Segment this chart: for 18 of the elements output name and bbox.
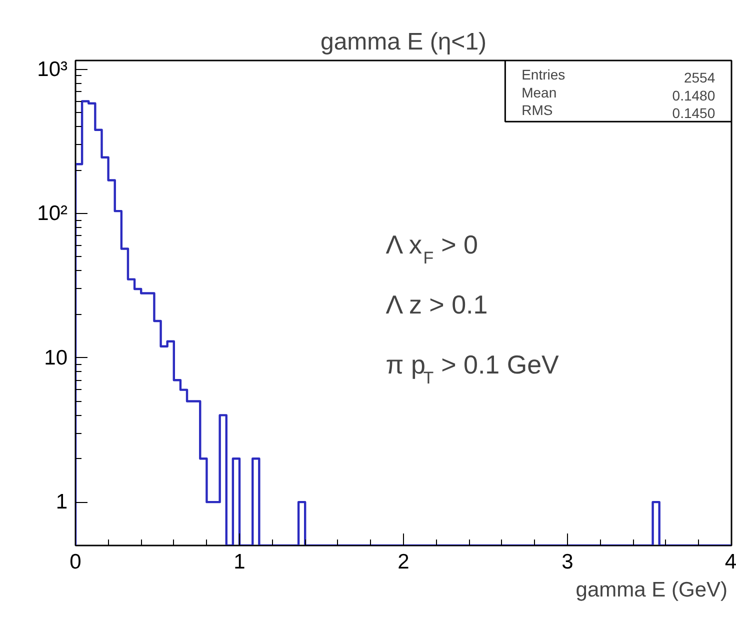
x-tick-label: 3	[562, 550, 574, 574]
y-tick-label: 1	[56, 490, 68, 514]
y-tick-label: 10	[44, 346, 68, 370]
annotation: 0.1480	[672, 87, 716, 104]
annotation: Λ z > 0.1	[386, 289, 488, 320]
annotation: Mean	[522, 84, 557, 100]
x-tick-label: 2	[398, 550, 410, 574]
y-tick-label: 10³	[37, 58, 68, 81]
annotation: 0.1450	[672, 105, 716, 122]
annotation: 2554	[684, 69, 716, 86]
chart-title: gamma E (η<1)	[320, 28, 487, 56]
y-tick-label: 10²	[37, 202, 68, 226]
x-axis-title: gamma E (GeV)	[576, 578, 728, 602]
x-tick-label: 1	[234, 550, 246, 574]
x-tick-label: 0	[70, 550, 82, 574]
annotation: RMS	[522, 102, 553, 118]
annotation: Entries	[522, 66, 566, 82]
x-tick-label: 4	[724, 550, 736, 574]
